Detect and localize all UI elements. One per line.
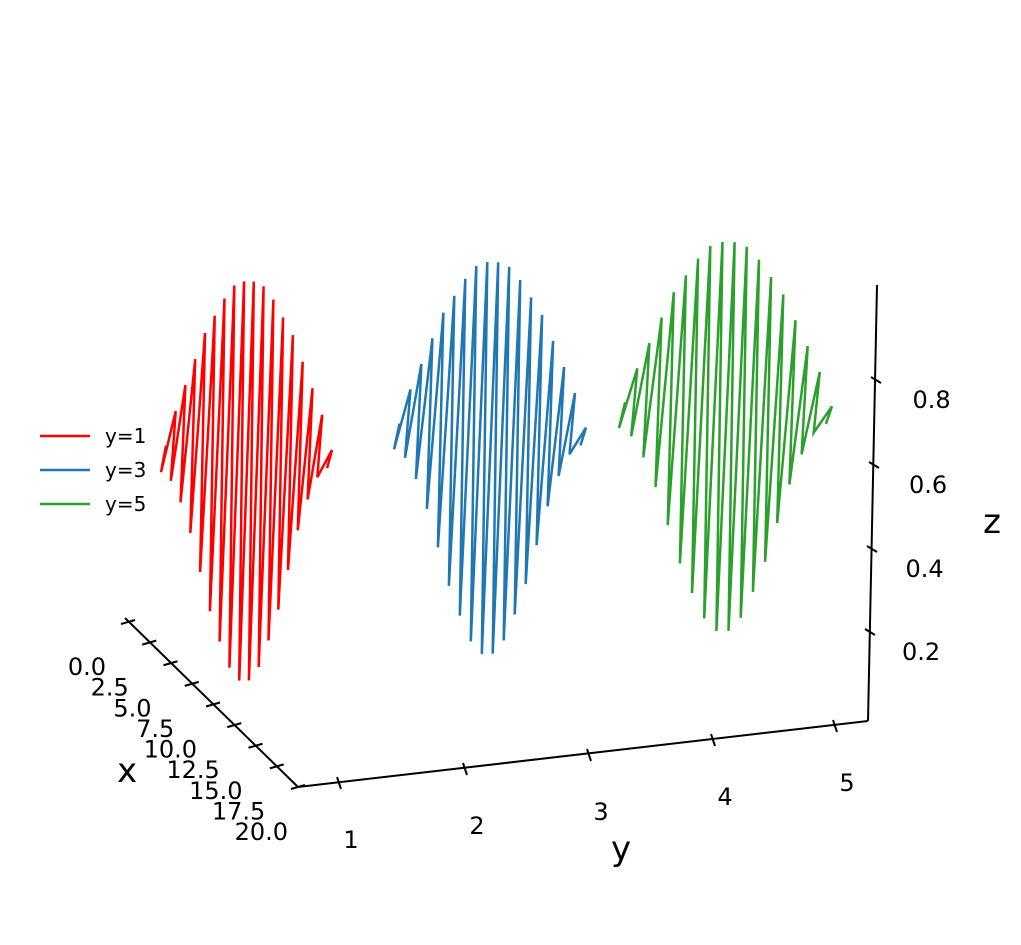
x-tick-mark — [248, 742, 263, 749]
x-tick-label: 2.5 — [91, 674, 129, 702]
legend: y=1 y=3 y=5 — [40, 424, 146, 516]
legend-entry-label: y=5 — [105, 492, 146, 516]
x-tick-label: 10.0 — [144, 736, 197, 764]
y-axis-label: y — [611, 829, 631, 869]
y-axis-line — [297, 720, 869, 788]
x-tick-mark — [269, 763, 285, 770]
axes — [124, 284, 878, 788]
y-ticks: 1 2 3 4 5 — [336, 719, 855, 854]
x-tick-mark — [226, 722, 242, 729]
y-tick-label: 1 — [343, 826, 358, 854]
y-tick-label: 3 — [593, 798, 608, 826]
x-tick-mark — [141, 639, 157, 646]
z-tick-label: 0.2 — [902, 638, 940, 666]
x-axis-line — [124, 617, 299, 788]
x-tick-label: 0.0 — [68, 653, 106, 681]
x-tick-label: 5.0 — [113, 694, 151, 722]
y-tick-mark — [710, 733, 716, 747]
x-tick-mark — [290, 784, 306, 790]
y-tick-mark — [462, 762, 468, 776]
z-tick-mark — [866, 545, 878, 553]
x-tick-mark — [163, 660, 178, 667]
z-tick-mark — [868, 461, 880, 469]
z-axis-label: z — [983, 502, 1001, 542]
z-ticks: 0.2 0.4 0.6 0.8 — [864, 376, 951, 666]
series-line-y5 — [617, 241, 834, 632]
y-tick-mark — [832, 719, 838, 733]
series-line-y1 — [159, 281, 334, 681]
series-line-y3 — [392, 262, 588, 654]
y-tick-label: 4 — [717, 783, 732, 811]
y-tick-label: 5 — [839, 769, 854, 797]
z-axis-line — [867, 284, 878, 722]
x-tick-label: 20.0 — [235, 818, 288, 846]
z-tick-label: 0.4 — [906, 555, 944, 583]
x-tick-label: 15.0 — [189, 777, 242, 805]
z-tick-label: 0.6 — [909, 471, 947, 499]
series-lines — [159, 241, 834, 681]
y-tick-mark — [336, 776, 342, 790]
x-tick-mark — [205, 701, 221, 708]
x-tick-mark — [184, 680, 200, 687]
legend-entry-label: y=1 — [105, 424, 146, 448]
z-tick-mark — [864, 628, 876, 636]
z-tick-mark — [870, 376, 882, 384]
x-tick-label: 7.5 — [136, 715, 174, 743]
x-ticks: 0.02.55.07.510.012.515.017.520.0 — [68, 619, 306, 846]
x-tick-mark — [120, 619, 136, 625]
y-tick-label: 2 — [469, 812, 484, 840]
z-tick-label: 0.8 — [913, 386, 951, 414]
x-tick-label: 17.5 — [212, 797, 265, 825]
legend-entry-label: y=3 — [105, 458, 146, 482]
x-axis-label: x — [117, 751, 137, 791]
x-tick-label: 12.5 — [166, 756, 219, 784]
y-tick-mark — [586, 748, 592, 762]
